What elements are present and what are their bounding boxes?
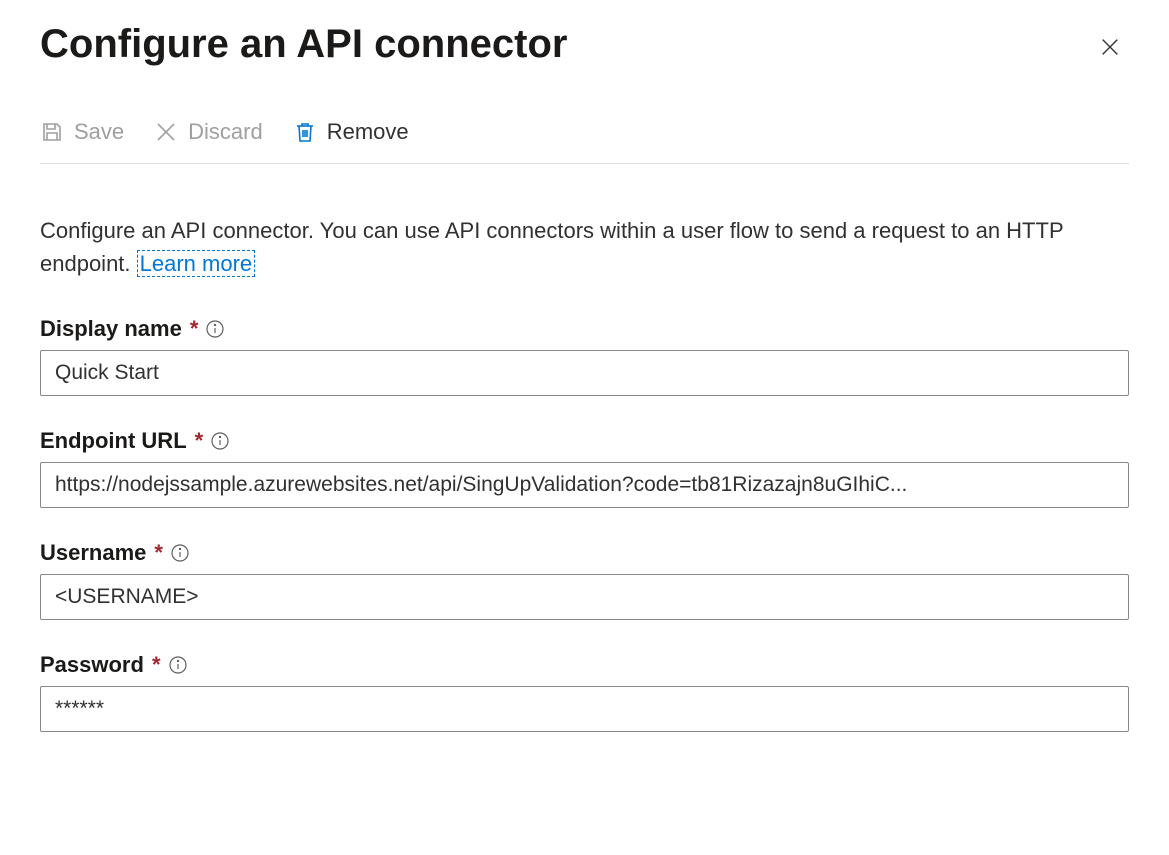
username-label: Username: [40, 540, 146, 566]
close-icon: [1099, 46, 1121, 61]
toolbar: Save Discard Remove: [40, 119, 1129, 164]
close-button[interactable]: [1091, 28, 1129, 69]
field-label-row: Display name *: [40, 316, 1129, 342]
field-endpoint-url: Endpoint URL *: [40, 428, 1129, 508]
learn-more-link[interactable]: Learn more: [137, 250, 256, 277]
description-text: Configure an API connector. You can use …: [40, 214, 1129, 280]
field-label-row: Password *: [40, 652, 1129, 678]
save-label: Save: [74, 119, 124, 145]
remove-button[interactable]: Remove: [293, 119, 409, 145]
password-input[interactable]: [40, 686, 1129, 732]
page-title: Configure an API connector: [40, 20, 567, 68]
discard-button[interactable]: Discard: [154, 119, 263, 145]
required-asterisk: *: [152, 652, 161, 678]
endpoint-url-input[interactable]: [40, 462, 1129, 508]
display-name-input[interactable]: [40, 350, 1129, 396]
header-row: Configure an API connector: [40, 20, 1129, 69]
info-icon[interactable]: [206, 320, 224, 338]
field-password: Password *: [40, 652, 1129, 732]
info-icon[interactable]: [169, 656, 187, 674]
endpoint-url-label: Endpoint URL: [40, 428, 187, 454]
required-asterisk: *: [154, 540, 163, 566]
field-label-row: Username *: [40, 540, 1129, 566]
trash-icon: [293, 120, 317, 144]
password-label: Password: [40, 652, 144, 678]
remove-label: Remove: [327, 119, 409, 145]
required-asterisk: *: [190, 316, 199, 342]
display-name-label: Display name: [40, 316, 182, 342]
discard-icon: [154, 120, 178, 144]
field-display-name: Display name *: [40, 316, 1129, 396]
info-icon[interactable]: [211, 432, 229, 450]
field-username: Username *: [40, 540, 1129, 620]
save-button[interactable]: Save: [40, 119, 124, 145]
username-input[interactable]: [40, 574, 1129, 620]
configure-api-connector-panel: Configure an API connector Save: [0, 0, 1169, 804]
discard-label: Discard: [188, 119, 263, 145]
info-icon[interactable]: [171, 544, 189, 562]
field-label-row: Endpoint URL *: [40, 428, 1129, 454]
required-asterisk: *: [195, 428, 204, 454]
save-icon: [40, 120, 64, 144]
